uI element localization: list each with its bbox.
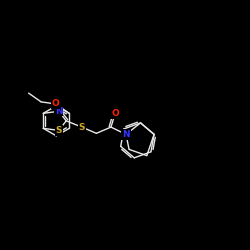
Text: N: N: [55, 107, 63, 116]
Text: N: N: [122, 130, 130, 139]
Text: S: S: [56, 126, 62, 135]
Text: O: O: [111, 109, 119, 118]
Text: S: S: [78, 122, 85, 132]
Text: O: O: [52, 100, 60, 108]
